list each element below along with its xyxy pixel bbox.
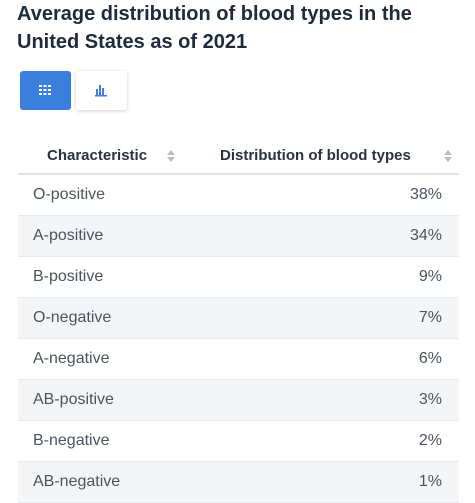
table-view-button[interactable] — [20, 71, 71, 110]
row-value: 34% — [409, 227, 442, 244]
table-row: O-negative 7% — [18, 298, 459, 339]
row-value: 9% — [418, 268, 442, 285]
chart-icon — [95, 85, 107, 97]
chart-view-button[interactable] — [76, 71, 127, 110]
grid-icon — [39, 85, 51, 95]
table-row: AB-positive 3% — [18, 380, 459, 421]
row-value: 2% — [418, 432, 442, 449]
row-value: 7% — [418, 309, 442, 326]
table-row: B-positive 9% — [18, 257, 459, 298]
column-header[interactable]: Characteristic — [47, 147, 148, 164]
row-value: 1% — [418, 473, 442, 490]
table-row: B-negative 2% — [18, 421, 459, 462]
row-value: 38% — [409, 186, 442, 203]
title: Average distribution of blood types in t… — [17, 3, 412, 53]
row-label: B-positive — [33, 268, 104, 285]
row-label: A-negative — [33, 350, 110, 367]
table-row: A-positive 34% — [18, 216, 459, 257]
sort-icon[interactable] — [166, 149, 176, 163]
data-table: Characteristic Distribution of blood typ… — [18, 137, 459, 503]
row-label: A-positive — [33, 227, 104, 244]
row-label: AB-positive — [33, 391, 114, 408]
row-label: AB-negative — [33, 473, 121, 490]
row-value: 6% — [418, 350, 442, 367]
sort-icon[interactable] — [443, 149, 453, 163]
row-label: O-positive — [33, 186, 106, 203]
row-label: B-negative — [33, 432, 110, 449]
column-header[interactable]: Distribution of blood types — [220, 147, 411, 164]
row-label: O-negative — [33, 309, 112, 326]
table-body: O-positive 38% A-positive 34% B-positive 9% O-… — [18, 175, 459, 503]
table-row: AB-negative 1% — [18, 462, 459, 503]
table-row: O-positive 38% — [18, 175, 459, 216]
row-value: 3% — [418, 391, 442, 408]
table-header: Characteristic Distribution of blood typ… — [18, 137, 459, 175]
table-row: A-negative 6% — [18, 339, 459, 380]
